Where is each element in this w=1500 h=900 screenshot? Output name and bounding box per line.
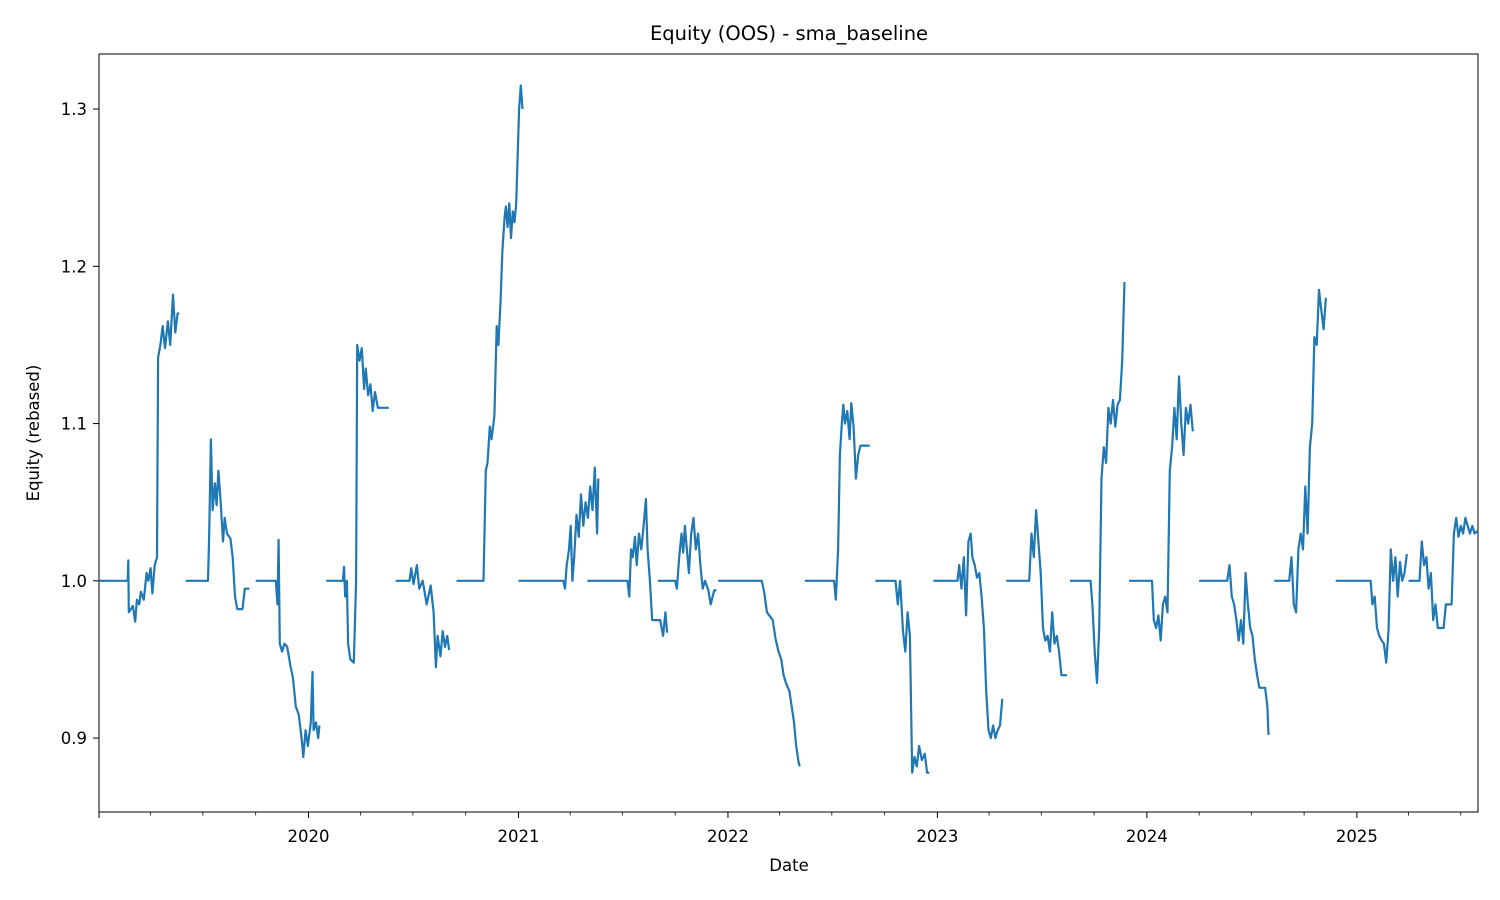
- equity-line-segment: [1335, 548, 1408, 664]
- equity-line-segment: [657, 516, 717, 606]
- equity-line-segment: [456, 84, 524, 582]
- x-axis-ticks: 2020 2021 2022 2023 2024 2025: [98, 812, 1462, 846]
- chart-title: Equity (OOS) - sma_baseline: [650, 22, 928, 45]
- equity-line-segment: [1070, 281, 1126, 685]
- y-axis-ticks: 0.9 1.0 1.1 1.2 1.3: [61, 100, 99, 748]
- equity-line-segment: [933, 532, 1004, 740]
- equity-line-segment: [1006, 509, 1068, 677]
- x-axis-title: Date: [769, 856, 808, 875]
- equity-line-segment: [99, 293, 180, 623]
- equity-line-segment: [1129, 375, 1194, 642]
- equity-line-segment: [185, 438, 250, 611]
- x-tick-label: 2021: [497, 827, 539, 846]
- y-axis-title: Equity (rebased): [24, 365, 43, 502]
- y-tick-label: 1.0: [61, 572, 87, 591]
- equity-line-segment: [255, 538, 321, 759]
- x-tick-label: 2024: [1126, 827, 1168, 846]
- x-tick-label: 2023: [916, 827, 958, 846]
- x-tick-label: 2022: [707, 827, 749, 846]
- x-tick-label: 2025: [1336, 827, 1378, 846]
- y-tick-label: 1.1: [61, 415, 87, 434]
- equity-line-segment: [804, 402, 870, 601]
- x-tick-label: 2020: [287, 827, 329, 846]
- equity-line-segment: [718, 579, 801, 767]
- equity-line-segment: [1199, 563, 1270, 735]
- plot-frame: [98, 53, 1479, 813]
- y-tick-label: 1.3: [61, 100, 87, 119]
- equity-line-segment: [1274, 288, 1327, 614]
- equity-line-segment: [326, 343, 389, 664]
- equity-line-segment: [1408, 516, 1479, 630]
- y-tick-label: 0.9: [61, 729, 87, 748]
- y-tick-label: 1.2: [61, 257, 87, 276]
- equity-line-segment: [875, 579, 930, 774]
- plot-area: 0.9 1.0 1.1 1.2 1.3 2020 2021 2022 2023 2024 2025: [61, 53, 1479, 846]
- equity-line-segment: [395, 563, 451, 669]
- equity-series: [99, 84, 1479, 774]
- equity-line-segment: [518, 466, 600, 590]
- equity-line-segment: [587, 497, 669, 638]
